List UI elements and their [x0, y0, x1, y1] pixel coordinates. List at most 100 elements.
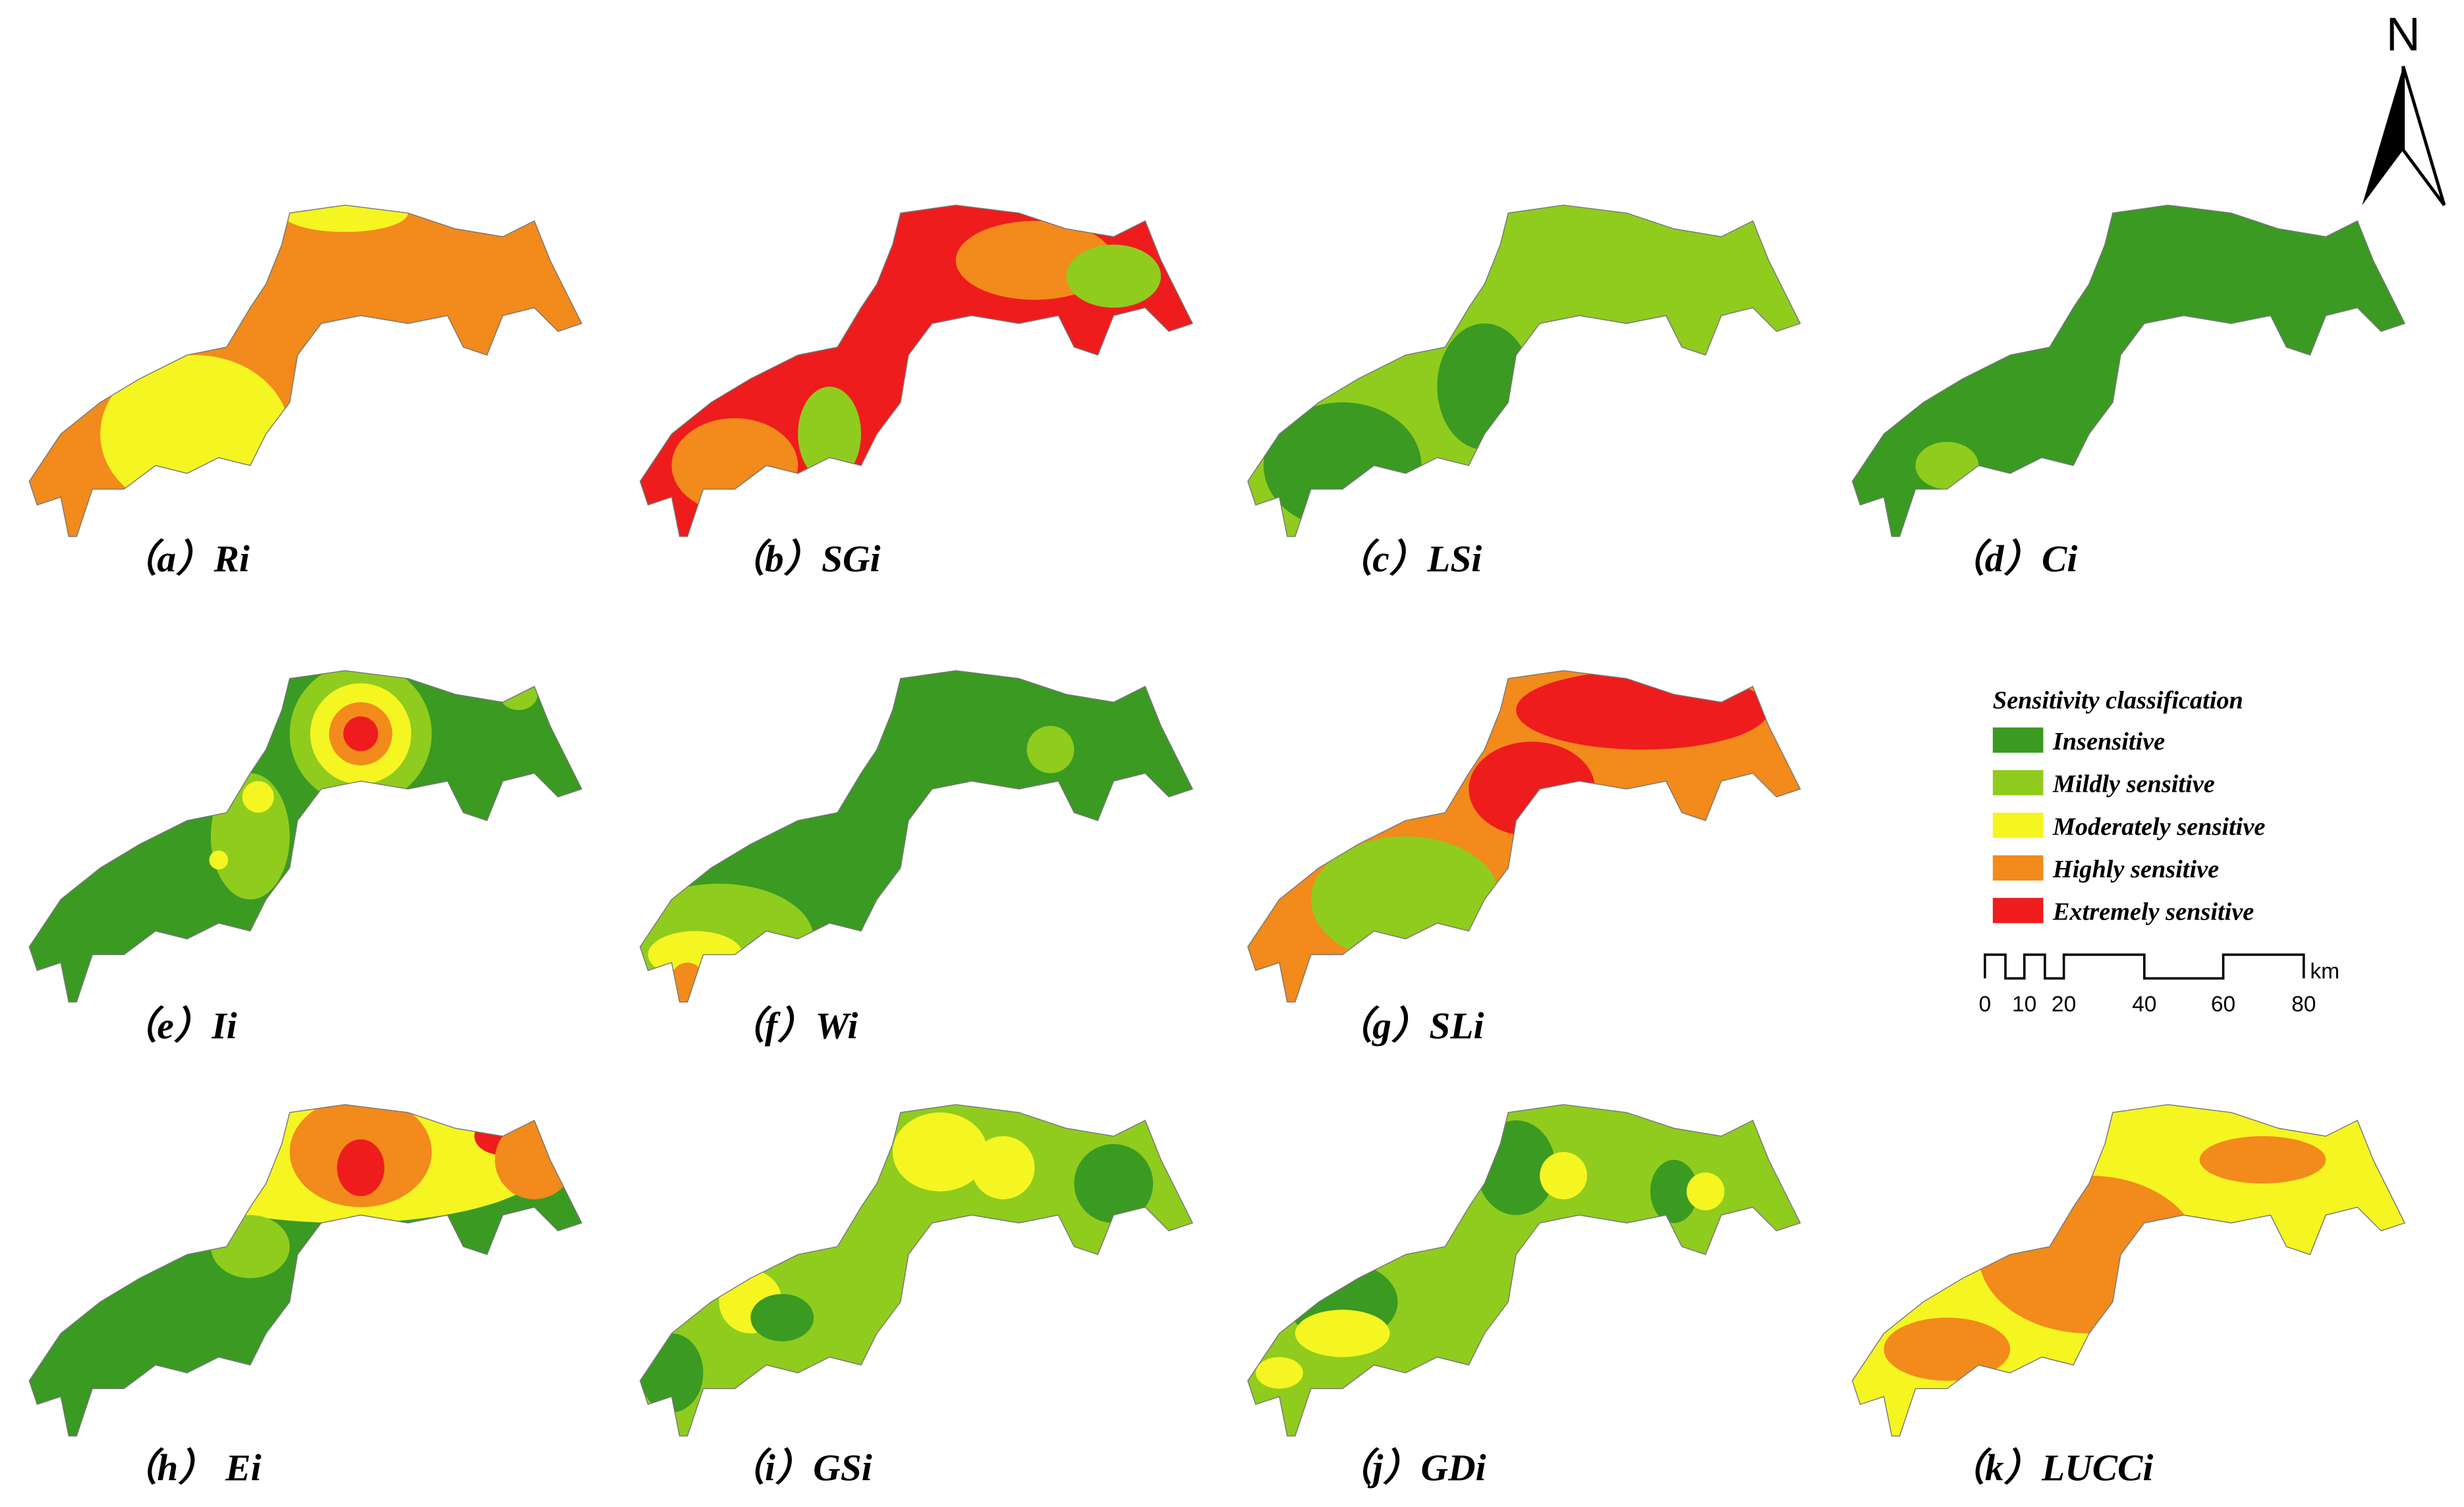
legend-swatch	[1992, 855, 2044, 881]
map-base	[29, 671, 582, 1002]
map-panel: （e）Ii	[28, 670, 582, 1047]
map-zone	[1255, 1357, 1303, 1389]
map-fill	[1852, 205, 2405, 537]
map-fill	[29, 1105, 582, 1437]
panel-label: （h） Ei	[119, 1446, 262, 1489]
map-zone	[1026, 726, 1075, 773]
map-panel: （d）Ci	[1851, 204, 2406, 580]
panel-label: （a）Ri	[119, 537, 250, 580]
north-arrow: N	[2362, 9, 2446, 206]
arrow-right	[2401, 65, 2446, 206]
map-fill	[640, 1105, 1193, 1437]
map-panel: （a）Ri	[28, 204, 582, 580]
map-zone	[281, 205, 408, 233]
legend-label: Mildly sensitive	[2052, 771, 2215, 798]
panel-label: （i）GSi	[727, 1446, 872, 1489]
map-zone	[1066, 244, 1162, 308]
map-zone	[495, 1120, 574, 1199]
map-zone	[1074, 1143, 1154, 1223]
legend: Sensitivity classification Insensitive Mi…	[1992, 687, 2265, 926]
map-zone	[337, 1139, 385, 1197]
map-zone	[242, 781, 274, 813]
scale-label: 10	[2012, 993, 2036, 1017]
map-base	[29, 205, 582, 537]
panel-label: （e）Ii	[119, 1004, 237, 1047]
map-zone	[671, 418, 798, 513]
map-zone	[210, 1215, 290, 1278]
map-outline	[1247, 670, 1801, 1003]
map-fill	[1247, 1105, 1801, 1437]
map-base	[1852, 205, 2405, 537]
map-zone	[2199, 1136, 2326, 1184]
map-outline	[1247, 1104, 1801, 1437]
map-panel: （i）GSi	[639, 1104, 1194, 1489]
map-outline	[639, 670, 1194, 1003]
map-zone	[1884, 1317, 2011, 1381]
scale-label: 80	[2291, 993, 2316, 1017]
map-panel: （h） Ei	[28, 1104, 582, 1489]
map-fill	[640, 205, 1193, 537]
map-zone	[750, 1294, 814, 1342]
map-zone	[640, 1333, 704, 1413]
scale-label: 0	[1978, 993, 1991, 1017]
legend-swatch	[1992, 812, 2044, 838]
map-outline	[28, 204, 582, 537]
map-panel: （j）GDi	[1247, 1104, 1801, 1489]
map-panel: （k）LUCCi	[1851, 1104, 2406, 1489]
map-fill	[29, 205, 582, 537]
scale-unit: km	[2310, 959, 2339, 983]
scale-label: 40	[2132, 993, 2156, 1017]
map-outline	[1247, 204, 1801, 537]
map-fill	[1247, 671, 1801, 1002]
map-panel: （c）LSi	[1247, 204, 1801, 580]
map-zone	[209, 850, 229, 870]
scale-line	[1984, 953, 2305, 980]
panel-label: （f）Wi	[727, 1004, 858, 1047]
map-zone	[798, 386, 861, 481]
legend-title: Sensitivity classification	[1993, 687, 2243, 715]
map-panel: （f）Wi	[639, 670, 1194, 1047]
map-zone	[1263, 402, 1422, 529]
map-panel: （g）SLi	[1247, 670, 1801, 1047]
panel-label: （k）LUCCi	[1947, 1446, 2153, 1489]
map-fill	[29, 671, 582, 1002]
panel-label: （b）SGi	[727, 537, 880, 580]
north-label: N	[2386, 9, 2421, 61]
map-zone	[1516, 671, 1769, 750]
map-outline	[639, 1104, 1194, 1437]
legend-swatch	[1992, 727, 2044, 753]
map-base	[640, 1105, 1193, 1437]
panel-label: （j）GDi	[1335, 1446, 1486, 1489]
map-zone	[1469, 742, 1596, 836]
legend-swatch	[1992, 770, 2044, 796]
map-fill	[1247, 205, 1801, 537]
map-fill	[640, 671, 1193, 1002]
map-fill	[1852, 1105, 2405, 1437]
map-zone	[100, 355, 290, 513]
map-zone	[1686, 1172, 1725, 1211]
map-zone	[1915, 441, 1979, 489]
map-zone	[668, 962, 707, 1002]
scale-label: 20	[2052, 993, 2076, 1017]
legend-label: Highly sensitive	[2052, 856, 2219, 883]
map-zone	[1295, 1309, 1390, 1357]
map-zone	[1540, 1151, 1588, 1199]
panel-label: （g）SLi	[1335, 1004, 1484, 1047]
panel-label: （d）Ci	[1947, 537, 2077, 580]
map-zone	[971, 1136, 1035, 1199]
legend-label: Extremely sensitive	[2052, 898, 2254, 926]
panel-label: （c）LSi	[1335, 537, 1482, 580]
map-outline	[28, 670, 582, 1003]
arrow-left	[2362, 66, 2403, 206]
legend-swatch	[1992, 898, 2044, 923]
map-zone	[1437, 323, 1532, 450]
map-outline	[28, 1104, 582, 1437]
map-zone	[892, 1112, 988, 1192]
map-zone	[1650, 1159, 1698, 1223]
map-outline	[1851, 1104, 2406, 1437]
map-zone	[343, 716, 378, 752]
map-outline	[639, 204, 1194, 537]
map-outline	[1851, 204, 2406, 537]
